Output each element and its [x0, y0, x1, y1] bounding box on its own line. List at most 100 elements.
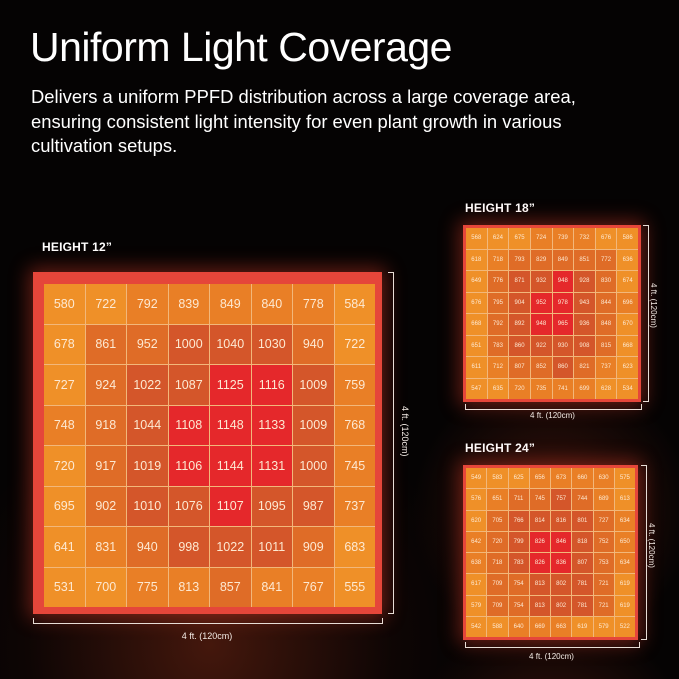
heatmap-cell: 802 [551, 574, 572, 595]
heatmap-cell: 619 [614, 574, 635, 595]
heatmap-cell: 829 [530, 249, 552, 270]
heatmap-cell: 588 [487, 616, 508, 637]
heatmap-cell: 952 [530, 292, 552, 313]
heatmap-cell: 918 [85, 405, 126, 445]
heatmap-cell: 549 [466, 468, 487, 489]
heatmap-cell: 744 [572, 489, 593, 510]
heatmap-cell: 1148 [210, 405, 251, 445]
heatmap-cell: 849 [552, 249, 574, 270]
heatmap-cell: 611 [466, 357, 487, 378]
heatmap-cell: 735 [530, 378, 552, 399]
heatmap-cell: 844 [595, 292, 617, 313]
heatmap-cell: 813 [529, 595, 550, 616]
ppfd-heatmap-18in: 568 624 675 724 739 732 676 586 618 718 793 829 849 8… [466, 228, 638, 399]
heatmap-cell: 813 [168, 567, 209, 607]
heatmap-cell: 948 [552, 271, 574, 292]
heatmap-cell: 720 [487, 531, 508, 552]
heatmap-cell: 801 [572, 510, 593, 531]
ppfd-heatmap-12in: 580 722 792 839 849 840 778 584 678 861 952 1000 104… [44, 284, 375, 607]
heatmap-cell: 826 [529, 553, 550, 574]
heatmap-cell: 635 [487, 378, 509, 399]
heatmap-cell: 792 [127, 284, 168, 324]
ppfd-heatmap-24in: 549 583 625 656 673 660 630 575 576 651 711 745 757 7… [466, 468, 635, 637]
heatmap-cell: 792 [487, 314, 509, 335]
heatmap-cell: 1040 [210, 324, 251, 364]
heatmap-cell: 638 [466, 553, 487, 574]
heatmap-cell: 676 [595, 228, 617, 249]
heatmap-cell: 1009 [293, 405, 334, 445]
heatmap-cell: 965 [552, 314, 574, 335]
heatmap-cell: 673 [551, 468, 572, 489]
panel-label-18in: HEIGHT 18” [465, 201, 536, 215]
heatmap-cell: 722 [85, 284, 126, 324]
depth-dimension-18in: 4 ft. (120cm) [649, 283, 658, 328]
heatmap-cell: 783 [508, 553, 529, 574]
heatmap-cell: 932 [530, 271, 552, 292]
heatmap-cell: 741 [552, 378, 574, 399]
heatmap-cell: 998 [168, 527, 209, 567]
heatmap-cell: 613 [614, 489, 635, 510]
heatmap-cell: 1087 [168, 365, 209, 405]
heatmap-cell: 753 [593, 553, 614, 574]
heatmap-cell: 772 [595, 249, 617, 270]
heatmap-cell: 830 [595, 271, 617, 292]
heatmap-cell: 575 [614, 468, 635, 489]
heatmap-cell: 663 [551, 616, 572, 637]
heatmap-cell: 818 [572, 531, 593, 552]
heatmap-cell: 542 [466, 616, 487, 637]
heatmap-cell: 618 [466, 249, 487, 270]
heatmap-cell: 930 [552, 335, 574, 356]
heatmap-cell: 676 [466, 292, 487, 313]
heatmap-cell: 640 [508, 616, 529, 637]
heatmap-cell: 775 [127, 567, 168, 607]
heatmap-cell: 617 [466, 574, 487, 595]
heatmap-cell: 922 [530, 335, 552, 356]
heatmap-cell: 737 [334, 486, 375, 526]
heatmap-cell: 904 [509, 292, 530, 313]
heatmap-cell: 534 [617, 378, 638, 399]
page-subtitle: Delivers a uniform PPFD distribution acr… [31, 86, 576, 156]
heatmap-cell: 699 [574, 378, 595, 399]
heatmap-cell: 759 [334, 365, 375, 405]
heatmap-cell: 711 [508, 489, 529, 510]
heatmap-cell: 683 [334, 527, 375, 567]
depth-dimension-12in: 4 ft. (120cm) [400, 406, 410, 457]
heatmap-cell: 630 [593, 468, 614, 489]
depth-dimension-24in: 4 ft. (120cm) [647, 523, 656, 568]
heatmap-cell: 1106 [168, 446, 209, 486]
heatmap-cell: 776 [487, 271, 509, 292]
heatmap-cell: 807 [509, 357, 530, 378]
width-bracket-12in [33, 618, 383, 624]
heatmap-cell: 651 [487, 489, 508, 510]
heatmap-cell: 807 [572, 553, 593, 574]
heatmap-cell: 547 [466, 378, 487, 399]
heatmap-cell: 718 [487, 553, 508, 574]
heatmap-cell: 634 [614, 553, 635, 574]
heatmap-cell: 555 [334, 567, 375, 607]
heatmap-cell: 821 [574, 357, 595, 378]
depth-bracket-24in [641, 465, 647, 640]
heatmap-cell: 1076 [168, 486, 209, 526]
heatmap-cell: 732 [574, 228, 595, 249]
heatmap-cell: 695 [44, 486, 85, 526]
heatmap-cell: 670 [617, 314, 638, 335]
heatmap-cell: 721 [593, 574, 614, 595]
heatmap-cell: 634 [614, 510, 635, 531]
heatmap-cell: 619 [572, 616, 593, 637]
heatmap-cell: 720 [44, 446, 85, 486]
heatmap-cell: 816 [551, 510, 572, 531]
width-bracket-24in [465, 642, 640, 648]
heatmap-cell: 799 [508, 531, 529, 552]
heatmap-cell: 748 [44, 405, 85, 445]
heatmap-cell: 802 [551, 595, 572, 616]
heatmap-cell: 1116 [251, 365, 292, 405]
heatmap-cell: 766 [508, 510, 529, 531]
heatmap-cell: 669 [529, 616, 550, 637]
heatmap-cell: 641 [44, 527, 85, 567]
heatmap-cell: 1000 [293, 446, 334, 486]
heatmap-cell: 623 [617, 357, 638, 378]
heatmap-cell: 754 [508, 595, 529, 616]
heatmap-cell: 724 [530, 228, 552, 249]
heatmap-cell: 718 [487, 249, 509, 270]
heatmap-cell: 851 [574, 249, 595, 270]
